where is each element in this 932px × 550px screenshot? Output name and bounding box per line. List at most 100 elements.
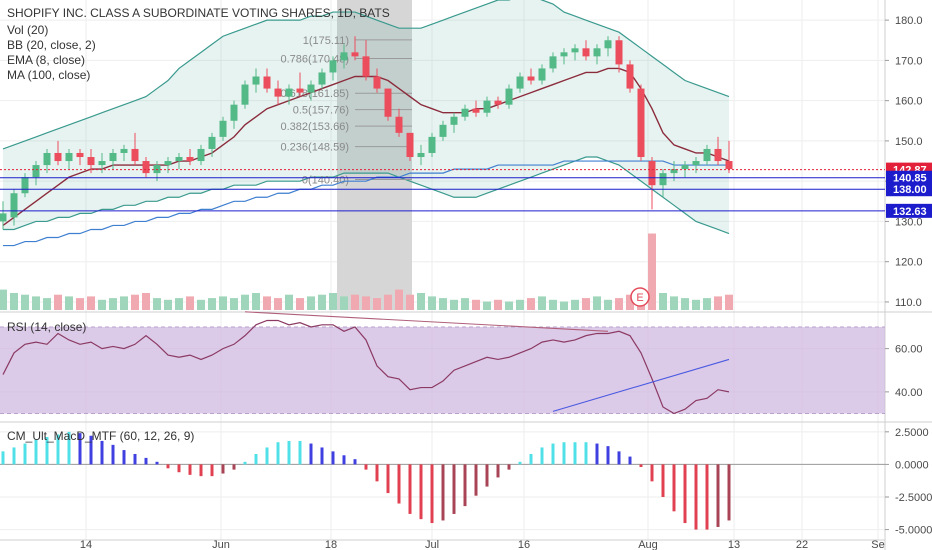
time-tick-label: 22 [796, 539, 808, 550]
volume-bar [593, 296, 601, 310]
volume-bar [384, 294, 392, 310]
volume-bar [76, 298, 84, 310]
macd-bar [155, 461, 159, 465]
macd-bar [67, 431, 71, 465]
volume-bar [175, 298, 183, 310]
macd-bar [507, 464, 511, 470]
volume-bar [120, 296, 128, 310]
price-tick-label: 130.0 [895, 216, 923, 228]
volume-bar [648, 233, 656, 310]
rsi-label: RSI (14, close) [7, 320, 86, 334]
volume-bar [527, 298, 535, 310]
volume-bar [109, 298, 117, 310]
candle-body [494, 100, 502, 105]
volume-bar [0, 289, 7, 310]
macd-bar [23, 443, 27, 465]
volume-bar [329, 293, 337, 310]
macd-bar [364, 464, 368, 470]
macd-bar [408, 464, 412, 514]
macd-bar [397, 464, 401, 504]
volume-bar [626, 294, 634, 310]
volume-bar [307, 296, 315, 310]
macd-bar [452, 464, 456, 514]
volume-bar [252, 293, 260, 310]
rsi-tick-label: 60.00 [895, 344, 923, 356]
macd-bar [320, 447, 324, 465]
volume-bar [395, 289, 403, 310]
candle-body [549, 56, 557, 69]
earnings-marker[interactable]: E [630, 287, 650, 307]
price-axis: 110.0120.0130.0140.0150.0160.0170.0180.0… [885, 15, 932, 537]
volume-bar [450, 299, 458, 310]
candle-body [582, 48, 590, 57]
plot-area-main [0, 0, 885, 310]
candle-body [252, 76, 260, 85]
volume-bar [21, 294, 29, 310]
candle-body [461, 108, 469, 117]
candle-body [472, 108, 480, 113]
volume-bar [659, 293, 667, 310]
macd-tick-label: -5.0000 [895, 525, 932, 537]
candle-body [659, 173, 667, 186]
volume-bar [219, 296, 227, 310]
macd-bar [199, 464, 203, 477]
candle-body [516, 76, 524, 89]
volume-bar [417, 293, 425, 310]
rsi-tick-label: 40.00 [895, 387, 923, 399]
volume-bar [10, 293, 18, 310]
candle-body [615, 40, 623, 65]
candle-body [351, 52, 359, 57]
candle-body [230, 104, 238, 121]
volume-bar [362, 296, 370, 310]
price-tick-label: 180.0 [895, 15, 923, 27]
candle-body [153, 165, 161, 174]
macd-bar [254, 453, 258, 465]
candle-body [692, 161, 700, 166]
macd-bar [562, 442, 566, 465]
macd-bar [672, 464, 676, 512]
macd-bar [177, 464, 181, 473]
volume-bar [582, 298, 590, 310]
highlight-range [337, 0, 412, 310]
candle-body [296, 88, 304, 93]
candle-body [329, 60, 337, 73]
macd-bar [584, 442, 588, 465]
candle-body [32, 165, 40, 178]
volume-bar [725, 294, 733, 310]
macd-bar [496, 464, 500, 478]
volume-bar [32, 296, 40, 310]
time-axis: 14 Jun 18 Jul 16 Aug 13 22 Se [80, 539, 885, 550]
volume-bar [230, 298, 238, 310]
candle-body [571, 48, 579, 53]
candle-body [670, 169, 678, 174]
macd-bar [606, 446, 610, 465]
macd-bar [243, 461, 247, 465]
volume-bar [164, 299, 172, 310]
time-tick-label: 13 [728, 539, 740, 550]
macd-bar [1, 451, 5, 465]
candle-body [439, 124, 447, 137]
volume-bar [681, 298, 689, 310]
legend-vol: Vol (20) [7, 23, 48, 37]
candle-body [120, 148, 128, 153]
candle-body [527, 76, 535, 81]
candle-body [164, 161, 172, 166]
macd-bar [628, 456, 632, 465]
candle-body [604, 40, 612, 49]
legend-bb: BB (20, close, 2) [7, 38, 96, 52]
volume-bar [406, 294, 414, 310]
volume-bar [43, 298, 51, 310]
macd-bar [122, 450, 126, 465]
volume-bar [318, 294, 326, 310]
volume-bar [703, 298, 711, 310]
macd-bar [78, 433, 82, 465]
macd-bar [111, 444, 115, 465]
macd-bar [166, 464, 170, 469]
price-levels [0, 169, 885, 212]
macd-bar [639, 464, 643, 468]
time-tick-label: Jul [425, 539, 439, 550]
macd-bar [386, 464, 390, 494]
price-tag [886, 182, 932, 197]
macd-bar [221, 464, 225, 474]
candles [0, 36, 733, 230]
